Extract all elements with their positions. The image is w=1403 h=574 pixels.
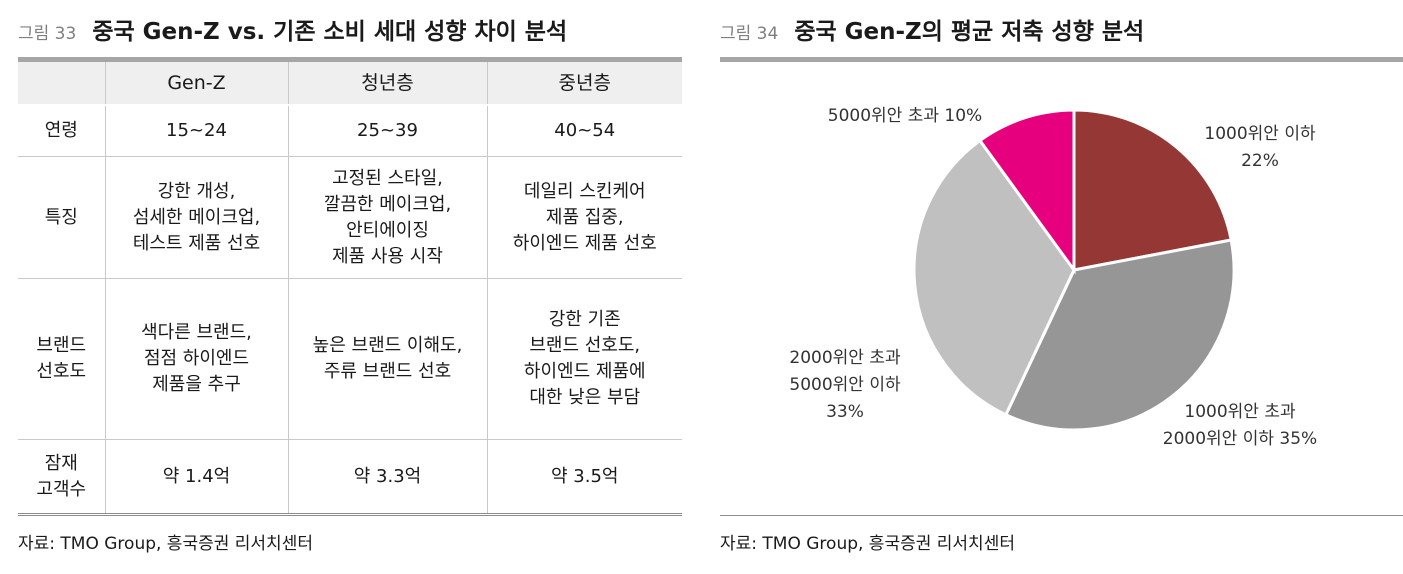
cell-line: 색다른 브랜드,	[141, 322, 252, 343]
cell-line: 약 1.4억	[162, 465, 231, 487]
cell-line: 대한 낮은 부담	[529, 387, 641, 408]
cell-line: 강한 개성,	[157, 180, 236, 202]
cell-line: 깔끔한 메이크업,	[323, 193, 452, 215]
pie-label-line: 1000위안 초과	[1184, 402, 1296, 422]
figure-number: 그림 33	[18, 24, 77, 44]
cell-line: 주류 브랜드 선호	[323, 361, 452, 382]
row-label-cell: 연령	[18, 105, 105, 157]
pie-slice-label: 5000위안 초과 10%	[828, 106, 982, 126]
cell-line: 연령	[44, 120, 78, 141]
cell-line: 하이엔드 제품에	[523, 361, 646, 382]
pie-slice	[977, 108, 1076, 275]
header-cell: 청년층	[287, 62, 487, 106]
figure-number: 그림 34	[720, 24, 779, 44]
cell-line: 하이엔드 제품 선호	[512, 232, 657, 254]
table-row: 특징 강한 개성, 섬세한 메이크업, 테스트 제품 선호 고정된 스타일, 깔끔한 메이…	[18, 156, 682, 279]
cell-line: 데일리 스킨케어	[523, 180, 646, 202]
cell-line: 15~24	[166, 120, 227, 141]
table-cell: 강한 개성, 섬세한 메이크업, 테스트 제품 선호	[104, 156, 288, 279]
cell-line: 브랜드 선호도,	[529, 335, 641, 356]
header-cell: 중년층	[486, 62, 682, 106]
cell-line: 선호도	[36, 361, 87, 382]
comparison-table: Gen-Z 청년층 중년층 연령 15~24 25~39 40~54 특징 강한 개성, 섬…	[18, 62, 682, 514]
cell-line: 제품 집중,	[545, 206, 624, 228]
title-divider	[720, 57, 1403, 62]
figure-title: 중국 Gen-Z의 평균 저축 성향 분석	[794, 19, 1145, 45]
pie-slice-label: 1000위안 초과 2000위안 이하 35%	[1163, 402, 1317, 449]
cell-line: 고정된 스타일,	[332, 167, 443, 189]
pie-label-line: 5000위안 이하	[789, 375, 901, 395]
row-label-cell: 특징	[18, 156, 105, 279]
table-cell: 15~24	[104, 105, 288, 157]
cell-line: 테스트 제품 선호	[132, 232, 261, 254]
header-cell	[18, 62, 105, 106]
table-row: 연령 15~24 25~39 40~54	[18, 105, 682, 157]
cell-line: 40~54	[554, 120, 616, 141]
cell-line: 브랜드	[36, 335, 87, 356]
cell-line: 25~39	[357, 120, 418, 141]
title-divider	[18, 57, 682, 62]
cell-line: 제품 사용 시작	[332, 245, 443, 267]
figure-34-title-row: 그림 34 중국 Gen-Z의 평균 저축 성향 분석	[720, 12, 1144, 48]
figure-title: 중국 Gen-Z vs. 기존 소비 세대 성향 차이 분석	[92, 19, 568, 45]
pie-label-line: 33%	[826, 402, 864, 422]
pie-label-line: 5000위안 초과 10%	[828, 106, 982, 126]
cell-line: 잠재	[44, 452, 78, 474]
cell-line: 높은 브랜드 이해도,	[312, 335, 463, 356]
pie-slice-label: 1000위안 이하 22%	[1204, 124, 1316, 171]
cell-line: 제품을 추구	[152, 374, 241, 395]
figure-33-title-row: 그림 33 중국 Gen-Z vs. 기존 소비 세대 성향 차이 분석	[18, 12, 567, 48]
cell-line: 특징	[44, 206, 78, 228]
bottom-divider	[720, 515, 1403, 516]
cell-line: 약 3.3억	[353, 465, 422, 487]
cell-line: 섬세한 메이크업,	[132, 206, 261, 228]
cell-line: 고객수	[36, 478, 87, 500]
savings-pie-chart: 1000위안 이하 22% 1000위안 초과 2000위안 이하 35% 2000위안…	[789, 106, 1317, 449]
pie-slice	[1003, 238, 1236, 432]
source-note: 자료: TMO Group, 흥국증권 리서치센터	[720, 534, 1015, 554]
cell-line: 점점 하이엔드	[143, 348, 250, 369]
cell-line: 안티에이징	[346, 219, 429, 241]
table-cell: 40~54	[486, 105, 682, 157]
pie-label-line: 2000위안 초과	[789, 348, 901, 368]
pie-label-line: 22%	[1241, 151, 1279, 171]
table-cell: 약 3.3억	[287, 439, 487, 514]
source-note: 자료: TMO Group, 흥국증권 리서치센터	[18, 534, 313, 554]
pie-slice-label: 2000위안 초과 5000위안 이하 33%	[789, 348, 901, 422]
pie-slice	[1072, 108, 1233, 272]
table-cell: 약 3.5억	[486, 439, 682, 514]
bottom-divider	[18, 515, 682, 516]
table-cell: 높은 브랜드 이해도, 주류 브랜드 선호	[287, 278, 487, 440]
pie-slice	[912, 138, 1076, 417]
cell-line: 약 3.5억	[551, 465, 619, 487]
cell-line: 강한 기존	[548, 309, 621, 330]
table-cell: 약 1.4억	[104, 439, 288, 514]
header-cell: Gen-Z	[104, 62, 288, 106]
table-cell: 25~39	[287, 105, 487, 157]
pie-label-line: 1000위안 이하	[1204, 124, 1316, 144]
table-header-row: Gen-Z 청년층 중년층	[18, 62, 682, 106]
pie-label-line: 2000위안 이하 35%	[1163, 429, 1317, 449]
